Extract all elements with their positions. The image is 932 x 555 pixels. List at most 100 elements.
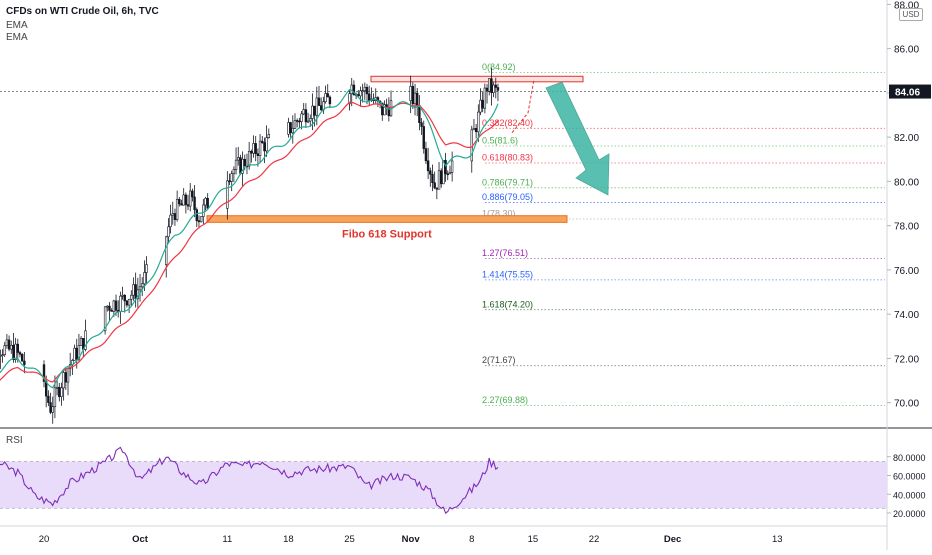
price-candle-body: [66, 368, 70, 383]
price-candle-body: [496, 87, 500, 91]
price-candle-body: [474, 128, 478, 133]
price-candle-body: [204, 198, 207, 206]
price-candle-body: [189, 190, 192, 207]
price-candle-body: [324, 93, 327, 103]
price-candle-body: [47, 395, 50, 403]
resistance-zone: [370, 75, 584, 83]
price-candle-body: [1, 354, 4, 356]
price-candle-body: [199, 216, 203, 223]
rsi-tick-label: 20.0000: [893, 509, 926, 519]
price-candle-body: [309, 118, 312, 122]
rsi-line: [0, 446, 499, 514]
price-candle-body: [429, 170, 432, 175]
time-tick-label: 8: [469, 534, 474, 545]
price-candle-body: [422, 126, 425, 149]
price-candle-body: [418, 105, 421, 123]
price-candle-body: [167, 226, 170, 238]
price-candle-body: [250, 150, 253, 154]
price-candle-body: [293, 120, 297, 129]
price-candle-body: [16, 343, 20, 353]
price-candle-body: [383, 104, 386, 116]
price-candle-body: [239, 157, 242, 174]
rsi-tick-label: 80.0000: [893, 453, 926, 463]
price-candle-body: [175, 198, 179, 220]
price-candle-body: [12, 344, 15, 360]
price-candle-body: [477, 111, 480, 133]
price-candle-body: [361, 90, 364, 92]
price-candle-body: [367, 93, 371, 101]
price-candle-body: [226, 180, 229, 209]
price-candle-body: [413, 92, 417, 105]
price-candle-body: [265, 137, 268, 152]
price-candle-body: [103, 306, 107, 332]
price-tick-label: 80.00: [894, 177, 919, 188]
price-candle-body: [10, 344, 13, 350]
price-candle-body: [289, 122, 292, 134]
time-tick-label: Dec: [664, 534, 681, 545]
fib-level-label: 0.5(81.6): [482, 135, 518, 145]
price-candle-body: [287, 122, 290, 135]
rsi-tick-label: 40.0000: [893, 490, 926, 500]
price-tick-label: 72.00: [894, 354, 919, 365]
price-candle-body: [263, 142, 266, 152]
price-candle-body: [243, 158, 246, 167]
price-candle-body: [143, 272, 146, 285]
price-candle-body: [381, 102, 384, 116]
price-candle-body: [232, 169, 236, 174]
price-candle-body: [184, 194, 188, 205]
price-candle-body: [254, 143, 257, 154]
chart-title: CFDs on WTI Crude Oil, 6h, TVC: [6, 6, 159, 17]
price-candle-body: [3, 345, 6, 355]
price-candle-body: [304, 109, 308, 123]
price-candle-body: [444, 160, 447, 175]
currency-badge[interactable]: USD: [899, 8, 923, 21]
price-candle-body: [132, 284, 135, 296]
price-candle-body: [365, 86, 369, 95]
price-candle-body: [130, 294, 133, 300]
price-candle-body: [306, 120, 310, 123]
price-candle-body: [182, 194, 185, 206]
price-candle-body: [494, 84, 497, 88]
price-candle-body: [84, 330, 87, 350]
price-candle-body: [58, 386, 61, 397]
price-candle-body: [145, 264, 148, 273]
price-candle-body: [448, 172, 452, 175]
price-candle-body: [7, 339, 11, 350]
time-tick-label: Oct: [132, 534, 149, 545]
ema-slow-legend[interactable]: EMA: [6, 32, 28, 43]
price-candle-body: [298, 120, 301, 123]
price-candle-body: [300, 113, 303, 122]
price-candle-body: [326, 93, 329, 98]
price-tick-label: 82.00: [894, 133, 919, 144]
price-tick-label: 76.00: [894, 266, 919, 277]
price-candle-body: [79, 338, 83, 346]
price-candle-body: [359, 90, 362, 97]
fib-level-label: 2(71.67): [482, 355, 516, 365]
price-candle-body: [60, 387, 63, 397]
time-tick-label: 15: [528, 534, 539, 545]
price-candle-body: [138, 286, 142, 291]
price-candle-body: [291, 127, 295, 134]
current-price-label: 84.06: [895, 88, 920, 99]
price-candle-body: [18, 352, 22, 355]
price-candle-body: [119, 295, 122, 312]
rsi-band: [0, 461, 887, 509]
forecast-arrow: [545, 81, 610, 196]
projection-line: [511, 79, 535, 134]
price-candle-body: [481, 99, 484, 109]
fib-level-label: 0.886(79.05): [482, 192, 533, 202]
ema-fast-legend[interactable]: EMA: [6, 20, 28, 31]
price-candle-body: [479, 99, 482, 113]
price-candle-body: [416, 92, 419, 106]
price-candle-body: [472, 128, 476, 131]
price-candle-body: [317, 97, 321, 106]
fib-level-label: 1.618(74.20): [482, 299, 533, 309]
price-candle-body: [302, 109, 305, 115]
price-candle-body: [125, 300, 129, 306]
price-candle-body: [256, 153, 260, 156]
price-candle-body: [424, 148, 428, 162]
time-tick-label: 22: [589, 534, 600, 545]
time-tick-label: 25: [344, 534, 355, 545]
